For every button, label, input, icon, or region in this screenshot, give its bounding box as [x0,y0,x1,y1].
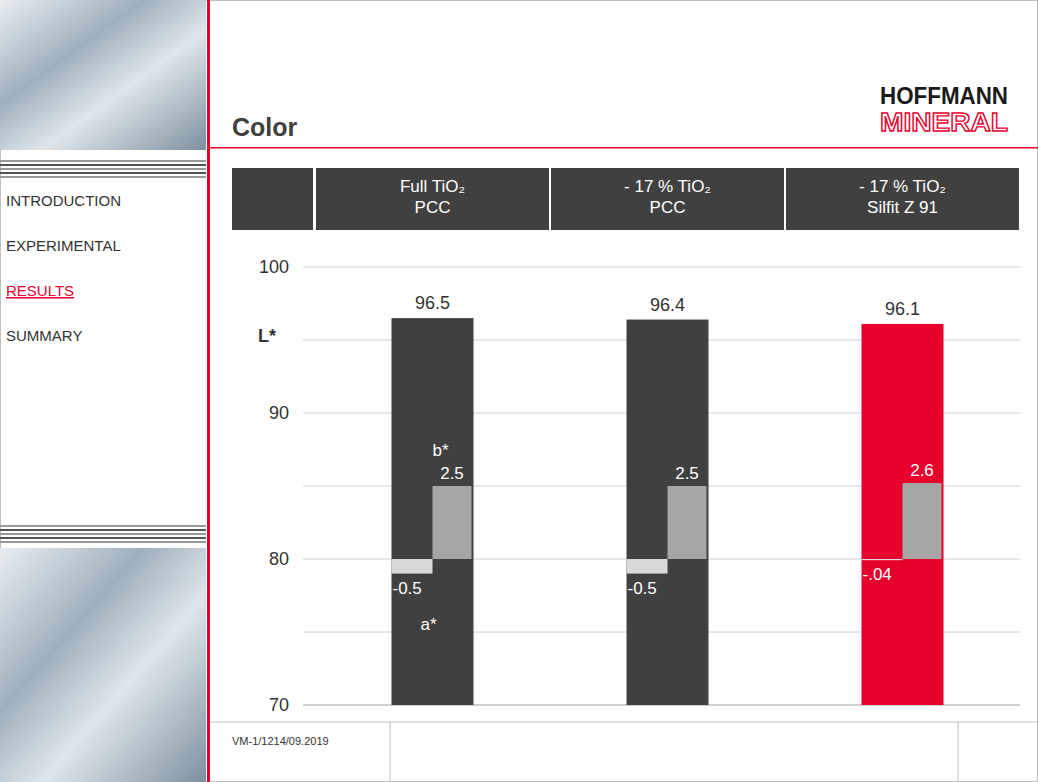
sidebar-stripe [0,537,206,539]
bar-b [903,483,942,559]
data-label: 2.5 [675,464,699,483]
data-label: 96.1 [885,299,920,319]
bar-b [433,486,472,559]
series-name: a* [420,615,436,634]
footer: VM-1/1214/09.2019 [232,735,329,747]
category-label: - 17 % TiO₂ Silfit Z 91 [859,177,946,217]
header-cell [232,168,313,230]
sidebar-stripe [0,168,206,170]
bars [392,318,944,705]
data-label: -.04 [863,565,892,584]
red-rule [207,0,210,782]
footer-rule [390,722,391,782]
slide: INTRODUCTION EXPERIMENTAL RESULTS SUMMARY Co… [0,0,1038,782]
sidebar-stripe [0,541,206,543]
sidebar-stripe [0,525,206,527]
y-tick-label: 70 [269,695,289,715]
header-cell [786,168,1019,230]
series-name: L* [258,326,276,346]
bar-b [668,486,707,559]
slide-frame [1,1,1038,782]
bar-a [862,559,903,560]
category-label: Full TiO₂ PCC [400,177,465,217]
header-cell [551,168,784,230]
title: Color [232,113,298,141]
category-line: PCC [650,198,686,217]
nav-item: INTRODUCTION [6,192,121,209]
nav-item: SUMMARY [6,327,82,344]
bar-a [392,559,433,574]
logo: HOFFMANN [880,83,1008,109]
sidebar-image [0,0,206,150]
red-rule [210,147,1038,149]
nav-item: RESULTS [6,282,74,299]
data-label: -0.5 [628,579,657,598]
category-line: - 17 % TiO₂ [624,177,711,196]
y-tick-label: 90 [269,403,289,423]
sidebar-stripe [0,164,206,166]
bar-L [862,324,944,705]
category-line: Silfit Z 91 [867,198,938,217]
data-label: 2.6 [910,461,934,480]
series-name: b* [432,441,448,460]
sidebar-stripe [0,172,206,174]
data-label: 2.5 [440,464,464,483]
bar-L [627,320,709,705]
sidebar-stripe [0,160,206,162]
category-line: PCC [415,198,451,217]
sidebar-stripe [0,176,206,178]
y-tick-label: 100 [259,257,289,277]
data-label: 96.4 [650,295,685,315]
sidebar-stripe [0,529,206,531]
footer-rule [210,722,1038,723]
nav-item: EXPERIMENTAL [6,237,121,254]
y-tick-label: 80 [269,549,289,569]
grid-line [303,267,1020,268]
sidebar-stripe [0,533,206,535]
logo: MINERAL [880,108,1008,136]
footer-rule [958,722,959,782]
bar-L [392,318,474,705]
data-label: 96.5 [415,293,450,313]
category-line: Full TiO₂ [400,177,465,196]
bar-a [627,559,668,574]
category-line: - 17 % TiO₂ [859,177,946,196]
header-cell [316,168,549,230]
data-label: -0.5 [393,579,422,598]
category-label: - 17 % TiO₂ PCC [624,177,711,217]
sidebar-image [0,548,206,782]
